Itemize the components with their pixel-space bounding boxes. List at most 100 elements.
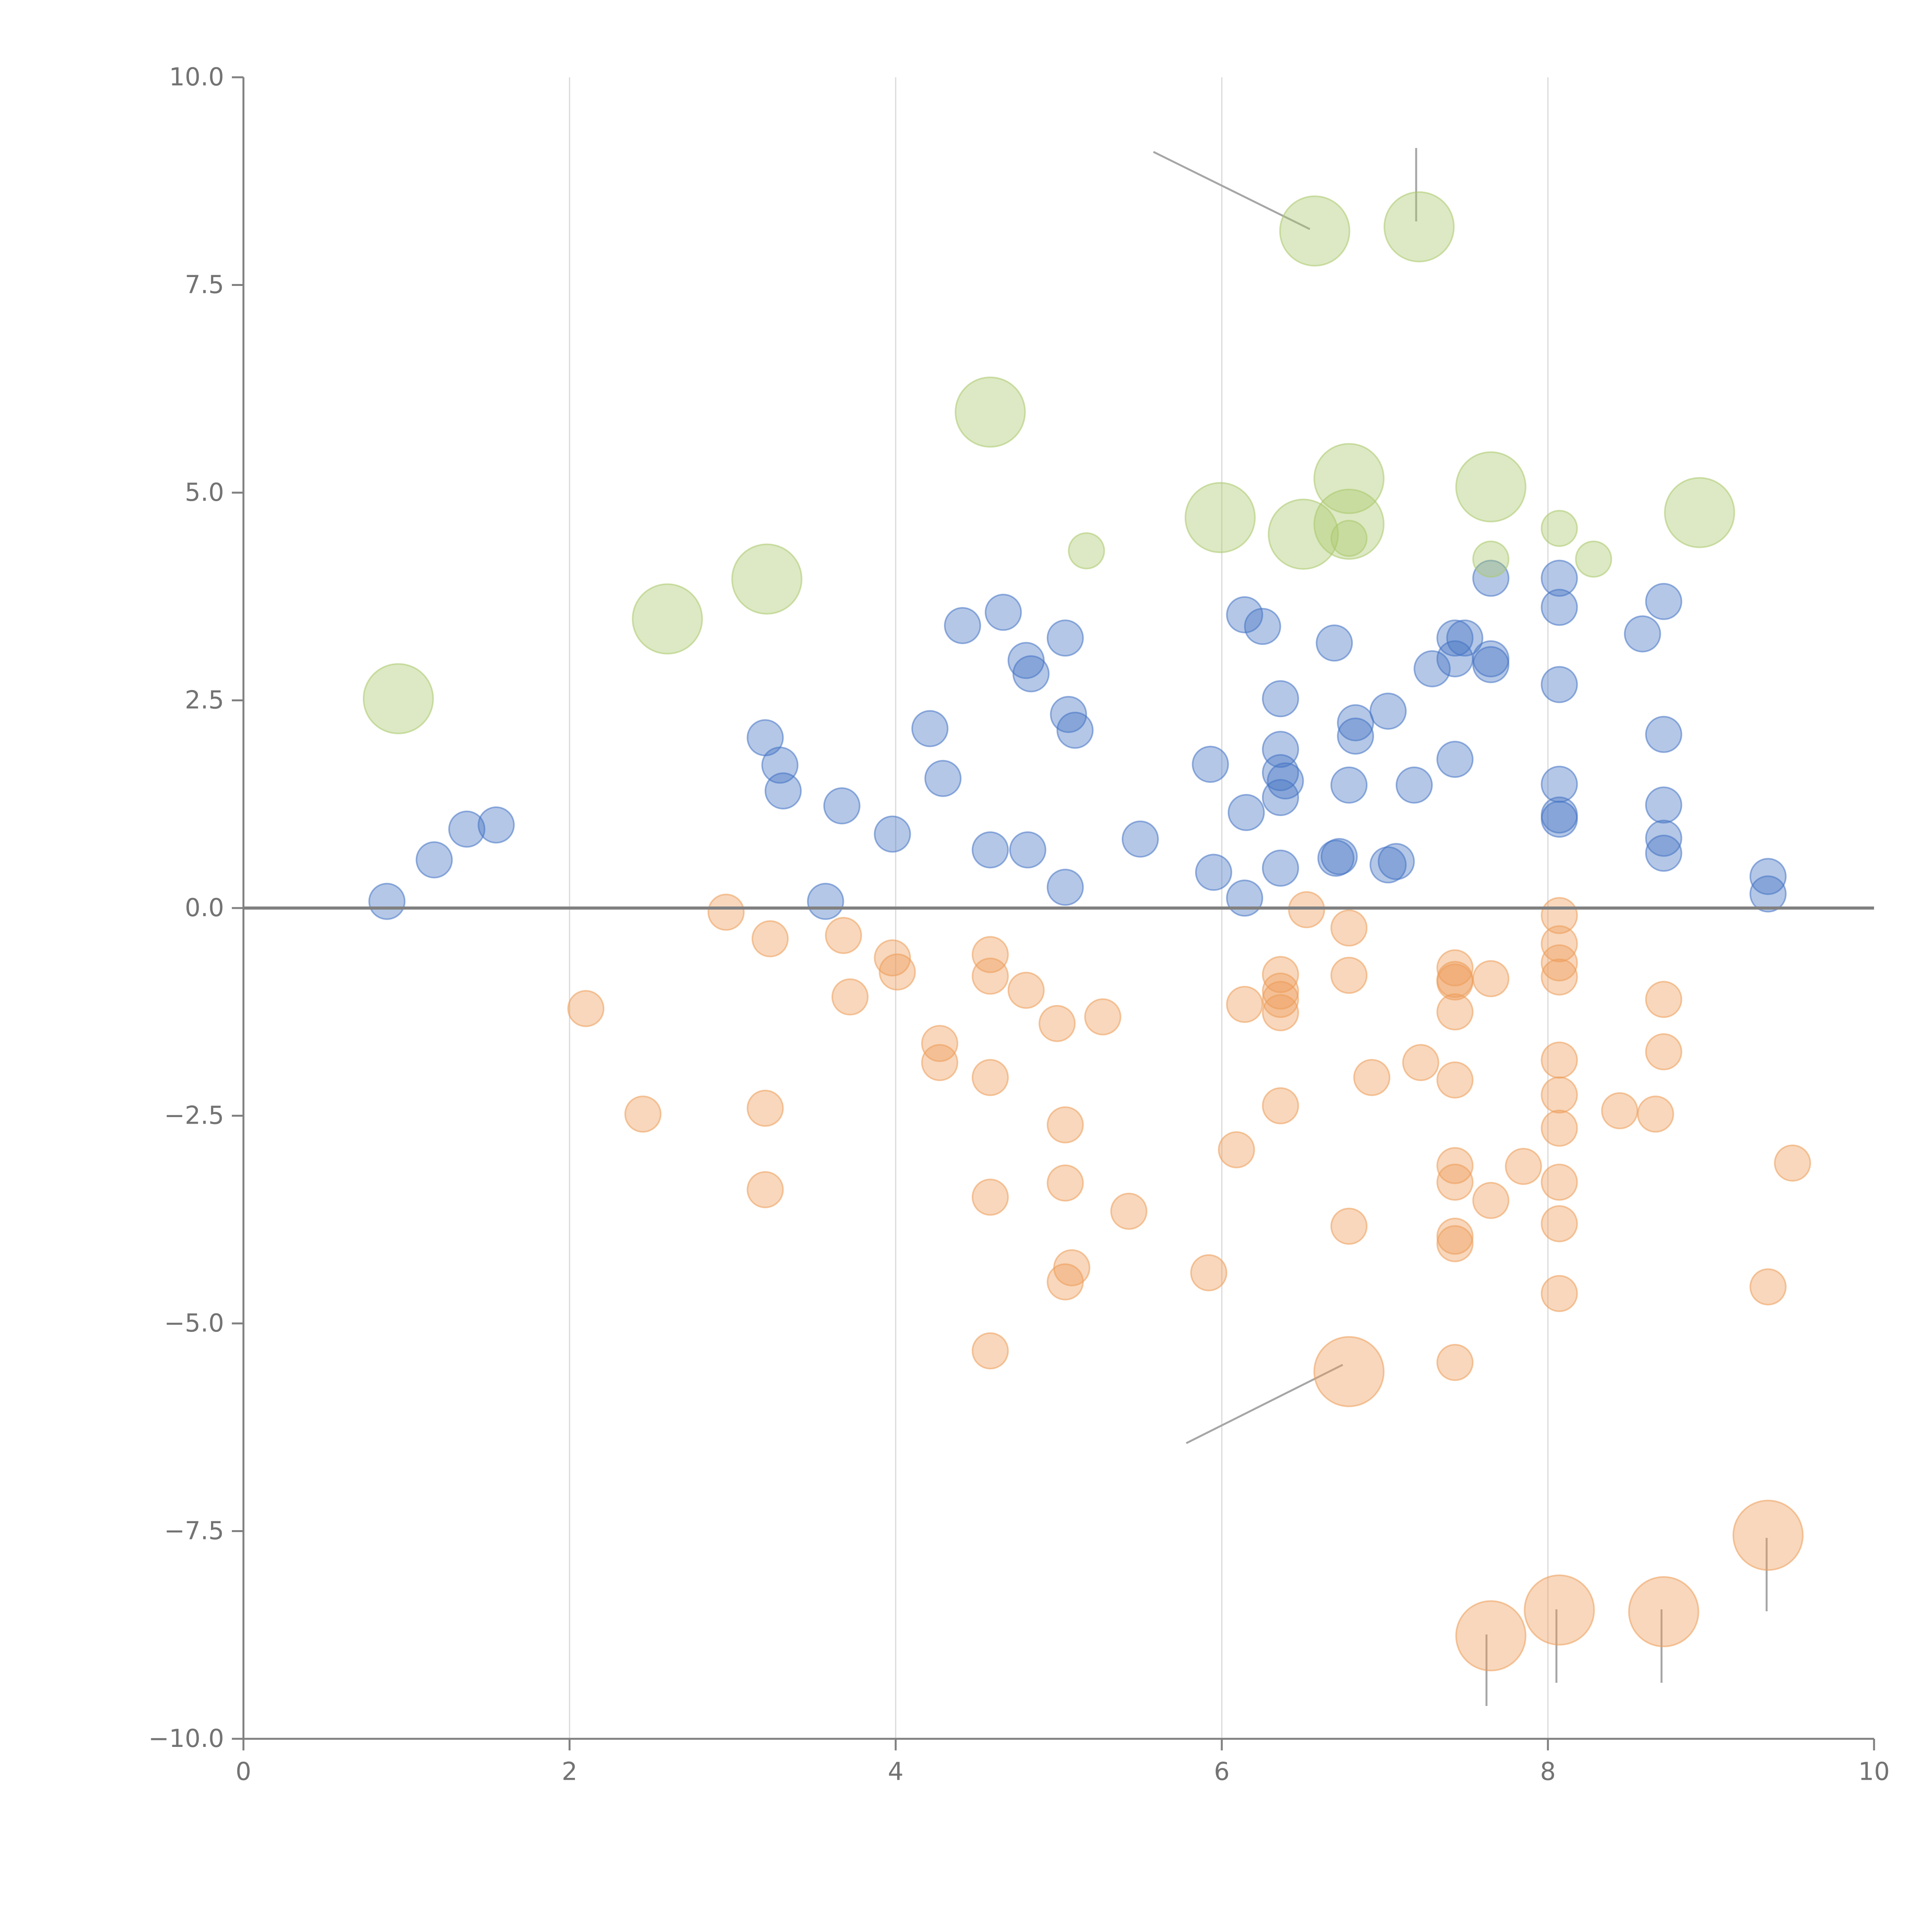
data-point-orange bbox=[1541, 1275, 1578, 1312]
data-point-green bbox=[1472, 541, 1510, 578]
data-point-orange bbox=[752, 920, 789, 957]
x-tick-label: 0 bbox=[236, 1757, 252, 1786]
data-point-green bbox=[954, 376, 1026, 448]
data-point-green bbox=[1383, 191, 1455, 262]
data-point-orange bbox=[1330, 909, 1368, 947]
data-point-orange bbox=[1330, 1208, 1368, 1245]
data-point-orange bbox=[747, 1090, 784, 1127]
data-point-orange bbox=[1262, 981, 1299, 1018]
data-point-blue bbox=[1244, 608, 1281, 645]
data-point-blue bbox=[1413, 650, 1451, 687]
data-point-blue bbox=[1226, 596, 1264, 634]
data-point-orange bbox=[1601, 1092, 1638, 1129]
annotation-layer bbox=[1153, 148, 1768, 1706]
data-point-blue bbox=[1645, 583, 1682, 620]
data-point-orange bbox=[1053, 1249, 1090, 1286]
data-point-blue bbox=[807, 883, 844, 920]
data-point-orange bbox=[1436, 1344, 1474, 1381]
x-tick-label: 2 bbox=[562, 1757, 578, 1786]
data-point-blue bbox=[971, 831, 1009, 869]
data-point-orange bbox=[1436, 1163, 1474, 1201]
data-point-green bbox=[1184, 482, 1256, 553]
y-tick-label: 5.0 bbox=[185, 478, 224, 507]
data-point-blue bbox=[1472, 560, 1510, 597]
data-point-blue bbox=[1046, 619, 1084, 657]
data-point-green bbox=[731, 543, 803, 615]
data-point-blue bbox=[478, 806, 515, 844]
data-point-blue bbox=[1645, 786, 1682, 824]
x-tick-label: 6 bbox=[1214, 1757, 1230, 1786]
data-point-orange bbox=[1541, 1109, 1578, 1147]
data-point-orange bbox=[1046, 1164, 1084, 1202]
y-tick-label: −10.0 bbox=[148, 1725, 224, 1753]
data-point-blue bbox=[1330, 766, 1368, 804]
points-layer bbox=[362, 191, 1811, 1672]
data-point-green bbox=[1068, 532, 1105, 570]
data-point-blue bbox=[1337, 717, 1374, 755]
data-point-orange bbox=[1455, 1600, 1527, 1672]
data-point-orange bbox=[1436, 993, 1474, 1031]
data-point-orange bbox=[1353, 1059, 1391, 1096]
data-point-blue bbox=[368, 883, 406, 920]
data-point-blue bbox=[1472, 646, 1510, 684]
data-point-blue bbox=[1262, 731, 1299, 768]
data-point-orange bbox=[1524, 1574, 1595, 1646]
data-point-orange bbox=[1505, 1148, 1542, 1185]
data-point-green bbox=[1541, 510, 1578, 547]
data-point-blue bbox=[1378, 843, 1415, 880]
data-point-orange bbox=[879, 953, 916, 991]
data-point-orange bbox=[1541, 1041, 1578, 1079]
data-point-orange bbox=[1084, 998, 1121, 1036]
data-point-green bbox=[632, 583, 703, 655]
data-point-blue bbox=[1446, 619, 1483, 657]
y-tick-label: 10.0 bbox=[169, 63, 224, 92]
data-point-orange bbox=[1637, 1095, 1674, 1133]
data-point-green bbox=[1664, 477, 1735, 548]
data-point-orange bbox=[971, 1059, 1009, 1096]
data-point-orange bbox=[747, 1171, 784, 1208]
data-point-blue bbox=[1262, 849, 1299, 887]
data-point-orange bbox=[1645, 981, 1682, 1018]
data-point-blue bbox=[1645, 835, 1682, 872]
data-point-blue bbox=[764, 772, 802, 810]
data-point-orange bbox=[971, 1332, 1009, 1369]
data-point-blue bbox=[911, 710, 949, 747]
data-point-orange bbox=[1313, 1336, 1385, 1407]
data-point-blue bbox=[1316, 624, 1353, 662]
axes-layer: 10.0 7.5 5.0 2.5 0.0 −2.5 −5.0 −7.5 −10.0 0 2 4 6 8 10 bbox=[148, 63, 1890, 1786]
data-point-orange bbox=[1226, 986, 1264, 1023]
data-point-blue bbox=[823, 787, 861, 825]
data-point-blue bbox=[1624, 615, 1661, 653]
y-tick-label: −7.5 bbox=[164, 1517, 224, 1546]
y-tick-label: 0.0 bbox=[185, 894, 224, 922]
data-point-green bbox=[1279, 195, 1350, 267]
data-point-orange bbox=[1436, 1147, 1474, 1184]
data-point-blue bbox=[924, 760, 962, 797]
data-point-orange bbox=[1436, 949, 1474, 986]
data-point-orange bbox=[921, 1044, 958, 1081]
data-point-blue bbox=[1436, 619, 1474, 657]
leader-line bbox=[1185, 1364, 1344, 1444]
data-point-orange bbox=[1749, 1268, 1787, 1306]
data-point-blue bbox=[1267, 762, 1304, 800]
data-point-blue bbox=[1395, 766, 1433, 804]
data-point-orange bbox=[1262, 994, 1299, 1031]
data-point-blue bbox=[1009, 831, 1046, 869]
data-point-orange bbox=[874, 939, 911, 976]
data-point-orange bbox=[971, 957, 1009, 995]
y-tick-label: 7.5 bbox=[185, 271, 224, 299]
data-point-orange bbox=[1218, 1131, 1255, 1168]
data-point-orange bbox=[1541, 1205, 1578, 1242]
data-point-blue bbox=[985, 594, 1022, 631]
data-point-blue bbox=[1317, 840, 1355, 877]
data-point-orange bbox=[567, 990, 605, 1027]
data-point-blue bbox=[448, 810, 486, 848]
data-point-orange bbox=[1110, 1192, 1148, 1230]
data-point-orange bbox=[971, 936, 1009, 973]
data-point-blue bbox=[1262, 680, 1299, 718]
data-point-blue bbox=[944, 607, 981, 644]
data-point-orange bbox=[1732, 1500, 1804, 1571]
data-point-orange bbox=[971, 1179, 1009, 1216]
data-point-orange bbox=[1541, 958, 1578, 996]
